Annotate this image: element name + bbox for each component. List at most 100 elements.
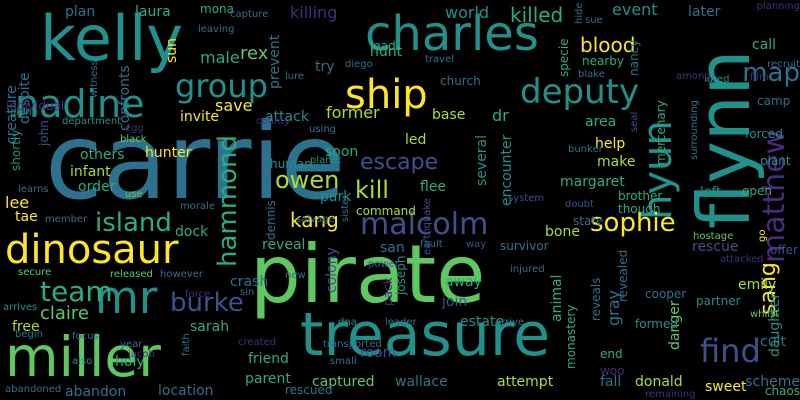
cloud-word: partner — [696, 294, 741, 308]
cloud-word: help — [595, 136, 626, 152]
cloud-word: estate — [460, 314, 505, 330]
cloud-word: whilst — [750, 309, 780, 320]
cloud-word: plan — [65, 4, 96, 20]
cloud-word: wallace — [395, 374, 448, 390]
cloud-word: away — [445, 274, 482, 290]
cloud-word: cult — [760, 334, 786, 350]
cloud-word: hostage — [693, 231, 734, 242]
cloud-word: nearby — [582, 54, 624, 68]
cloud-word: shortly — [9, 129, 23, 171]
cloud-word: sun — [164, 37, 180, 63]
cloud-word: county — [256, 116, 291, 127]
cloud-word: lure — [285, 71, 305, 82]
cloud-word: join — [442, 294, 468, 310]
cloud-word: doubt — [565, 199, 595, 210]
cloud-word: sue — [585, 15, 603, 26]
cloud-word: system — [508, 193, 545, 204]
cloud-word: among — [676, 71, 711, 82]
cloud-word: state — [573, 214, 604, 228]
cloud-word: event — [612, 0, 658, 19]
cloud-word: witness — [89, 60, 100, 98]
cloud-word: crash — [230, 274, 269, 290]
cloud-word: salvage — [296, 214, 335, 225]
cloud-word: open — [742, 184, 772, 198]
cloud-word: call — [752, 37, 777, 53]
cloud-word: san — [380, 240, 405, 256]
cloud-word: though — [618, 202, 661, 216]
cloud-word: free — [12, 319, 40, 335]
cloud-word: animal — [549, 274, 565, 322]
cloud-word: mona — [200, 2, 234, 16]
cloud-word: morale — [180, 201, 216, 212]
cloud-word: film — [750, 72, 769, 83]
cloud-word: created — [238, 337, 277, 348]
cloud-word: transported — [323, 339, 382, 350]
cloud-word: however — [160, 269, 203, 280]
cloud-word: lured — [704, 74, 730, 85]
cloud-word: soon — [325, 144, 359, 160]
cloud-word: park — [320, 189, 352, 205]
cloud-word: several — [474, 134, 490, 186]
cloud-word: attack — [265, 109, 309, 125]
cloud-word: make — [597, 154, 636, 170]
cloud-word: escape — [360, 150, 439, 175]
cloud-word: hammond — [213, 135, 243, 267]
cloud-word: fault — [420, 239, 443, 250]
cloud-word: led — [405, 132, 427, 148]
cloud-word: capture — [230, 9, 269, 20]
cloud-word: john — [37, 120, 51, 146]
cloud-word: planning — [756, 1, 800, 12]
cloud-word: map — [742, 58, 800, 88]
cloud-word: hunt — [370, 44, 403, 60]
cloud-word: fall — [600, 374, 622, 390]
cloud-word: command — [356, 204, 416, 218]
cloud-word: black — [120, 134, 147, 145]
cloud-word: surrounding — [689, 100, 700, 160]
cloud-word: use — [125, 189, 143, 200]
cloud-word: killed — [510, 3, 564, 27]
cloud-word: new — [285, 270, 306, 281]
cloud-word: hunter — [145, 145, 192, 161]
cloud-word: small — [330, 356, 357, 367]
cloud-word: later — [688, 4, 721, 20]
cloud-word: learns — [18, 184, 49, 195]
cloud-word: pirate — [250, 228, 486, 321]
cloud-word: bone — [545, 224, 580, 240]
cloud-word: reveals — [589, 277, 603, 321]
cloud-word: owen — [275, 166, 340, 194]
cloud-word: blood — [580, 33, 636, 57]
cloud-word: dock — [175, 224, 209, 240]
cloud-word: sin — [240, 287, 255, 298]
cloud-word: kelly — [40, 2, 183, 75]
cloud-word: glenn — [10, 107, 38, 118]
cloud-word: end — [600, 347, 623, 361]
cloud-word: try — [315, 59, 335, 75]
cloud-word: department — [62, 116, 122, 127]
cloud-word: burke — [170, 288, 244, 318]
cloud-word: island — [95, 208, 172, 238]
cloud-word: travel — [425, 54, 455, 65]
cloud-word: recruit — [767, 59, 800, 70]
cloud-word: sweet — [705, 379, 747, 395]
cloud-word: group — [175, 67, 268, 105]
cloud-word: former — [326, 103, 380, 122]
cloud-word: arrive — [495, 317, 525, 328]
cloud-word: kill — [355, 176, 389, 204]
cloud-word: jacob — [128, 349, 155, 360]
cloud-word: sophie — [590, 208, 676, 238]
cloud-word: carrie — [45, 101, 346, 223]
cloud-word: rex — [240, 43, 269, 64]
cloud-word: way — [466, 239, 487, 250]
cloud-word: focus — [72, 331, 99, 342]
cloud-word: room — [360, 345, 397, 361]
cloud-word: rescue — [692, 239, 739, 255]
cloud-word: flee — [420, 179, 447, 195]
cloud-word: margaret — [560, 174, 625, 190]
cloud-word: base — [432, 107, 466, 123]
cloud-word: killing — [290, 3, 338, 22]
cloud-word: monastery — [564, 304, 578, 369]
cloud-word: leaving — [198, 24, 235, 35]
cloud-word: egg — [125, 123, 144, 134]
cloud-word: reveal — [262, 237, 306, 253]
cloud-word: male — [200, 48, 240, 67]
